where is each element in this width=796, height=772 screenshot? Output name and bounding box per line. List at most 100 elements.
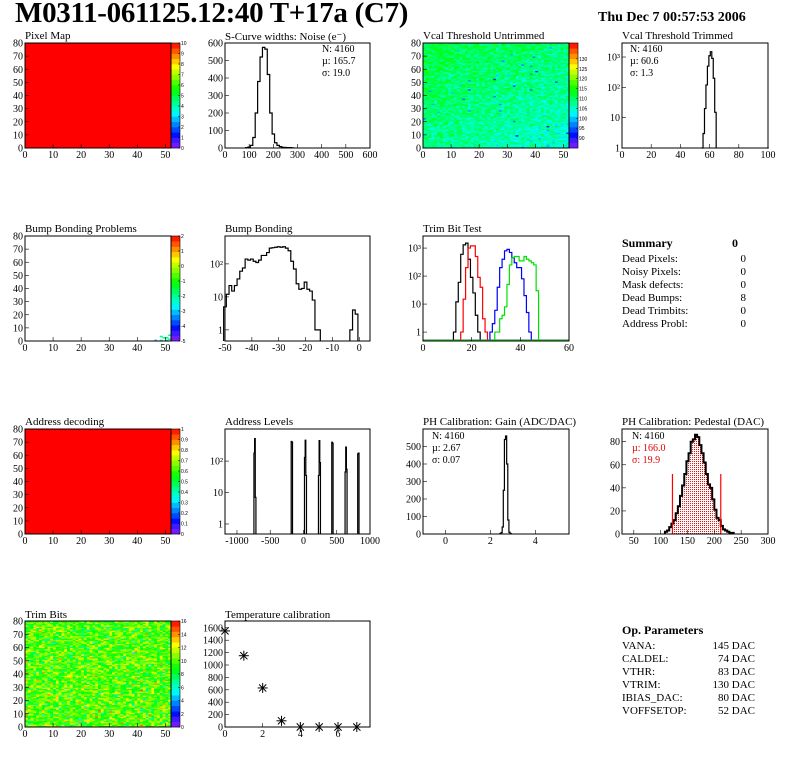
heatmap-cell [30, 632, 34, 635]
heatmap-cell [467, 78, 472, 81]
heatmap-cell [431, 145, 435, 148]
heatmap-cell [456, 77, 460, 79]
heatmap-cell [25, 692, 29, 695]
heatmap-cell [566, 95, 570, 98]
heatmap-cell [490, 64, 494, 66]
colorbar-band [569, 116, 578, 123]
heatmap-cell [526, 69, 531, 71]
heatmap-cell [459, 96, 463, 99]
heatmap-cell [498, 142, 503, 145]
heatmap-cell [566, 77, 570, 79]
heatmap-cell [473, 95, 477, 98]
heatmap-cell [535, 92, 539, 95]
y-tick-label: 0 [18, 144, 23, 155]
heatmap-cell [484, 98, 488, 100]
heatmap-cell [546, 116, 550, 119]
heatmap-cell [490, 111, 494, 113]
heatmap-cell [470, 116, 474, 119]
heatmap-cell [484, 102, 488, 104]
heatmap-cell [431, 79, 435, 82]
heatmap-cell [487, 83, 491, 86]
heatmap-cell [428, 74, 432, 77]
heatmap-cell [448, 99, 452, 102]
heatmap-cell [448, 129, 452, 132]
heatmap-cell [448, 138, 452, 141]
heatmap-cell [423, 109, 427, 112]
heatmap-cell [448, 75, 452, 78]
heatmap-cell [557, 65, 561, 68]
heatmap-cell [507, 102, 511, 104]
heatmap-cell [563, 95, 567, 98]
heatmap-cell [546, 123, 550, 125]
heatmap-cell [521, 75, 525, 78]
heatmap-cell [524, 109, 528, 112]
heatmap-cell [540, 112, 545, 115]
heatmap-cell [566, 123, 570, 125]
x-tick-label: -40 [245, 343, 258, 354]
heatmap-cell [496, 81, 500, 83]
heatmap-cell [529, 112, 533, 115]
heatmap-cell [515, 86, 519, 89]
colorbar-band [569, 90, 578, 96]
heatmap-cell [543, 96, 547, 99]
heatmap-cell [484, 46, 488, 49]
heatmap-cell [428, 88, 432, 91]
heatmap-cell [442, 109, 446, 112]
heatmap-cell [33, 711, 37, 713]
colorbar-band [171, 429, 180, 435]
heatmap-cell [496, 141, 500, 144]
heatmap-cell [510, 86, 514, 89]
heatmap-cell [490, 132, 494, 134]
heatmap-cell [481, 73, 486, 75]
heatmap-cell [490, 81, 494, 83]
heatmap-cell [560, 86, 564, 89]
heatmap-cell [512, 58, 517, 61]
heatmap-cell [423, 83, 427, 86]
heatmap-cell [566, 90, 570, 92]
heatmap-cell [493, 82, 497, 85]
heatmap-cell [554, 53, 559, 56]
heatmap-cell [518, 92, 522, 95]
heatmap-cell [453, 48, 458, 50]
heatmap-cell [504, 53, 508, 56]
colorbar-band [171, 79, 180, 86]
heatmap-cell [425, 127, 430, 129]
heatmap-cell [459, 144, 463, 146]
heatmap-cell [456, 50, 460, 53]
heatmap-cell [563, 125, 567, 128]
heatmap-cell [566, 78, 570, 81]
heatmap-cell [496, 120, 500, 123]
heatmap-cell [557, 85, 561, 87]
heatmap-cell [526, 57, 531, 60]
heatmap-cell [535, 100, 539, 103]
heatmap-cell [560, 117, 564, 120]
heatmap-cell [25, 658, 29, 660]
heatmap-cell [476, 90, 480, 92]
heatmap-cell [490, 69, 494, 71]
heatmap-cell [543, 98, 547, 100]
heatmap-cell [428, 94, 432, 96]
heatmap-cell [498, 140, 503, 142]
heatmap-cell [487, 65, 491, 68]
heatmap-cell [538, 48, 542, 50]
heatmap-cell [518, 116, 522, 119]
heatmap-cell [498, 46, 503, 49]
heatmap-cell [437, 94, 441, 96]
heatmap-cell [439, 56, 444, 58]
colorbar-tick-label: 1 [181, 427, 184, 433]
heatmap-cell [467, 56, 472, 58]
heatmap-cell [476, 121, 480, 124]
heatmap-cell [437, 77, 441, 79]
heatmap-cell [473, 86, 477, 89]
heatmap-cell [462, 83, 466, 86]
heatmap-cell [25, 709, 29, 712]
heatmap-cell [510, 109, 514, 112]
y-tick-label: 500 [208, 56, 223, 67]
heatmap-cell [470, 78, 474, 81]
heatmap-cell [554, 134, 559, 137]
heatmap-cell [487, 45, 491, 48]
heatmap-cell [510, 82, 514, 85]
heatmap-cell [27, 704, 32, 707]
x-tick-label: -10 [326, 343, 339, 354]
